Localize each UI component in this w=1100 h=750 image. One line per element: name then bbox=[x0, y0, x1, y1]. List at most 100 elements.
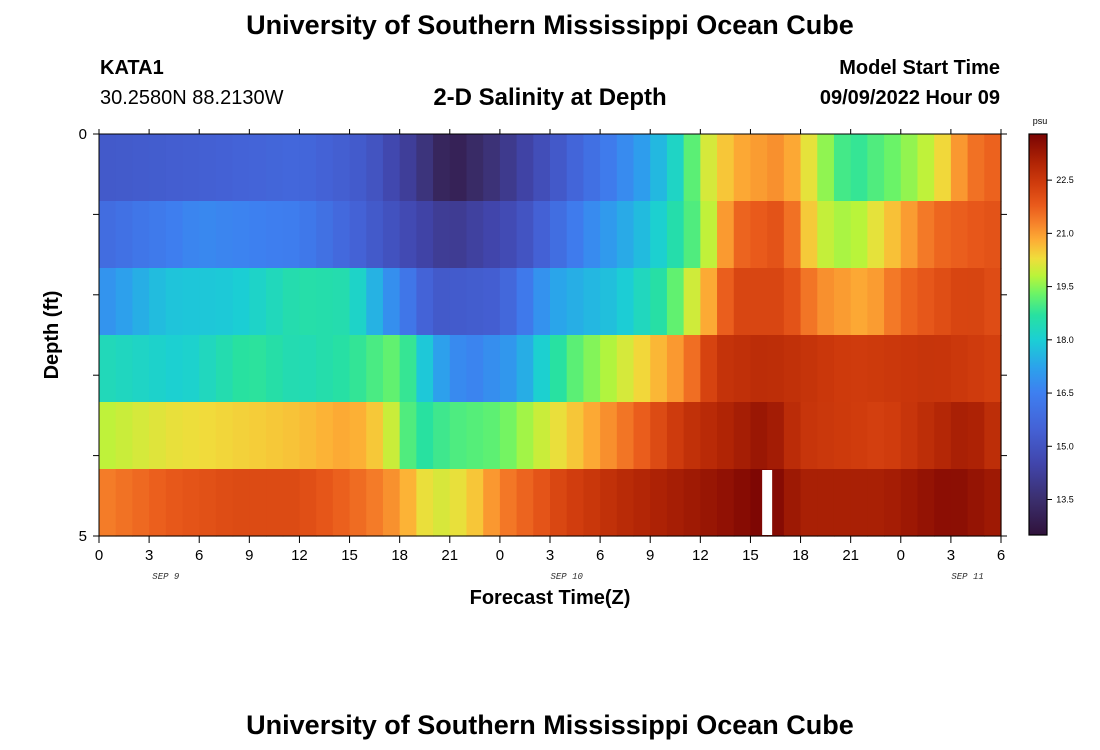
heatmap-cell bbox=[366, 469, 384, 537]
heatmap-cell bbox=[99, 201, 117, 269]
heatmap-cell bbox=[917, 201, 935, 269]
heatmap-cell bbox=[917, 469, 935, 537]
x-tick-label: 0 bbox=[95, 547, 103, 564]
heatmap-cell bbox=[132, 268, 150, 336]
heatmap-cell bbox=[215, 335, 234, 403]
heatmap-cell bbox=[366, 201, 384, 269]
heatmap-cell bbox=[750, 268, 768, 336]
heatmap-cell bbox=[266, 201, 284, 269]
heatmap-cell bbox=[833, 134, 852, 202]
heatmap-cell bbox=[332, 469, 351, 537]
colorbar-tick-label: 18.0 bbox=[1056, 335, 1074, 345]
heatmap-cell bbox=[433, 268, 451, 336]
heatmap-cell bbox=[783, 268, 802, 336]
heatmap-cell bbox=[433, 335, 451, 403]
colorbar-ramp bbox=[1028, 133, 1048, 536]
heatmap-cell bbox=[449, 469, 468, 537]
heatmap-cell bbox=[917, 402, 935, 470]
footer-title: University of Southern Mississippi Ocean… bbox=[246, 710, 854, 740]
heatmap-cell bbox=[466, 268, 484, 336]
heatmap-cell bbox=[382, 201, 401, 269]
heatmap-cell bbox=[750, 335, 768, 403]
heatmap-cell bbox=[767, 201, 785, 269]
heatmap-cell bbox=[449, 402, 468, 470]
heatmap-cell bbox=[483, 335, 501, 403]
heatmap-cell bbox=[700, 268, 718, 336]
heatmap-cell bbox=[215, 469, 234, 537]
heatmap-cell bbox=[382, 469, 401, 537]
heatmap-cell bbox=[99, 469, 117, 537]
heatmap-cell bbox=[867, 335, 885, 403]
heatmap-cell bbox=[633, 335, 651, 403]
colorbar-unit: psu bbox=[1033, 116, 1048, 126]
heatmap-cell bbox=[884, 469, 902, 537]
heatmap-cell bbox=[934, 134, 952, 202]
x-day-label: SEP 10 bbox=[551, 572, 584, 582]
heatmap-cell bbox=[282, 335, 301, 403]
heatmap-cell bbox=[199, 469, 217, 537]
heatmap-cell bbox=[783, 402, 802, 470]
heatmap-cell bbox=[616, 268, 635, 336]
heatmap-cell bbox=[232, 201, 250, 269]
y-tick-label: 0 bbox=[79, 126, 87, 143]
heatmap-cell bbox=[566, 134, 584, 202]
heatmap-cell bbox=[449, 134, 468, 202]
heatmap-cell bbox=[884, 335, 902, 403]
heatmap-cell bbox=[967, 268, 985, 336]
heatmap-cell bbox=[316, 201, 334, 269]
heatmap-cell bbox=[249, 402, 267, 470]
heatmap-cell bbox=[416, 201, 434, 269]
heatmap-cell bbox=[332, 335, 351, 403]
missing-value-cell bbox=[762, 470, 773, 535]
heatmap-cell bbox=[282, 134, 301, 202]
heatmap-cell bbox=[700, 134, 718, 202]
heatmap-cell bbox=[616, 335, 635, 403]
heatmap-cell bbox=[833, 469, 852, 537]
heatmap-cell bbox=[833, 201, 852, 269]
heatmap-cell bbox=[349, 268, 367, 336]
heatmap-cell bbox=[483, 268, 501, 336]
heatmap-cell bbox=[833, 268, 852, 336]
heatmap-cell bbox=[399, 134, 417, 202]
heatmap-cell bbox=[783, 335, 802, 403]
heatmap-cell bbox=[282, 201, 301, 269]
heatmap-cell bbox=[299, 134, 317, 202]
heatmap-cell bbox=[967, 335, 985, 403]
heatmap-cell bbox=[600, 469, 618, 537]
heatmap-cell bbox=[399, 402, 417, 470]
heatmap-cell bbox=[483, 201, 501, 269]
heatmap-cell bbox=[249, 335, 267, 403]
heatmap-cell bbox=[199, 134, 217, 202]
heatmap-cell bbox=[499, 402, 518, 470]
heatmap-cell bbox=[566, 268, 584, 336]
heatmap-cell bbox=[800, 469, 818, 537]
y-axis-title: Depth (ft) bbox=[41, 291, 63, 380]
heatmap-cell bbox=[633, 201, 651, 269]
heatmap-cell bbox=[583, 402, 601, 470]
heatmap-cell bbox=[650, 402, 668, 470]
heatmap-cell bbox=[249, 268, 267, 336]
heatmap-cell bbox=[132, 469, 150, 537]
heatmap-cell bbox=[299, 469, 317, 537]
heatmap-cell bbox=[249, 469, 267, 537]
heatmap-cell bbox=[850, 134, 868, 202]
station-coordinates: 30.2580N 88.2130W bbox=[100, 87, 284, 109]
heatmap-cell bbox=[466, 201, 484, 269]
heatmap-cell bbox=[316, 268, 334, 336]
heatmap-cell bbox=[800, 201, 818, 269]
heatmap-cell bbox=[900, 268, 919, 336]
heatmap-cell bbox=[433, 201, 451, 269]
heatmap-cell bbox=[399, 268, 417, 336]
heatmap-cell bbox=[683, 469, 701, 537]
heatmap-cell bbox=[683, 134, 701, 202]
heatmap-cell bbox=[232, 469, 250, 537]
heatmap-cell bbox=[466, 469, 484, 537]
heatmap-cell bbox=[149, 335, 167, 403]
heatmap-cell bbox=[416, 402, 434, 470]
heatmap-cell bbox=[984, 268, 1002, 336]
heatmap-cell bbox=[700, 469, 718, 537]
heatmap-cell bbox=[717, 134, 735, 202]
heatmap-cell bbox=[516, 335, 534, 403]
heatmap-cell bbox=[149, 402, 167, 470]
heatmap-cell bbox=[934, 201, 952, 269]
